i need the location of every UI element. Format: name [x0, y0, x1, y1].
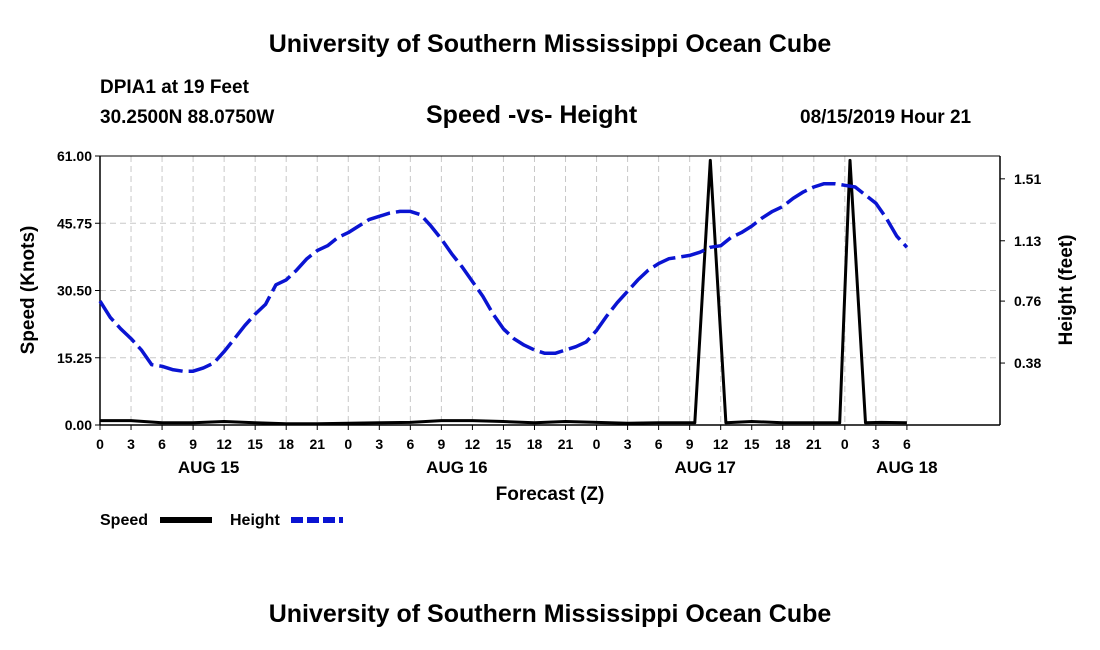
y-right-tick-label: 1.51: [1014, 171, 1041, 187]
x-tick-label: 18: [278, 436, 294, 452]
forecast-timestamp: 08/15/2019 Hour 21: [800, 107, 972, 128]
station-coordinates: 30.2500N 88.0750W: [100, 107, 275, 128]
x-tick-label: 21: [309, 436, 325, 452]
page-title: University of Southern Mississippi Ocean…: [268, 30, 832, 58]
x-tick-label: 12: [216, 436, 232, 452]
axes: [95, 155, 1005, 430]
y-left-tick-label: 0.00: [65, 417, 92, 433]
x-tick-label: 3: [872, 436, 880, 452]
series-line-speed: [100, 158, 907, 426]
x-tick-label: 0: [344, 436, 352, 452]
y-axis-right-title: Height (feet): [1056, 235, 1077, 346]
x-tick-label: 12: [713, 436, 729, 452]
station-label: DPIA1 at 19 Feet: [100, 77, 249, 98]
y-left-tick-label: 45.75: [57, 215, 92, 231]
x-tick-label: 6: [158, 436, 166, 452]
y-right-tick-label: 1.13: [1014, 233, 1041, 249]
y-axis-left-title: Speed (Knots): [18, 226, 39, 355]
x-tick-label: 12: [465, 436, 481, 452]
x-date-label: AUG 17: [674, 458, 735, 477]
x-tick-label: 9: [189, 436, 197, 452]
x-tick-label: 0: [96, 436, 104, 452]
legend-label-speed: Speed: [100, 512, 148, 529]
x-tick-label: 6: [903, 436, 911, 452]
y-left-tick-label: 30.50: [57, 283, 92, 299]
y-right-tick-label: 0.38: [1014, 355, 1041, 371]
x-tick-label: 21: [558, 436, 574, 452]
x-tick-label: 15: [496, 436, 512, 452]
footer-title: University of Southern Mississippi Ocean…: [268, 600, 832, 628]
x-tick-label: 9: [686, 436, 694, 452]
x-date-label: AUG 18: [876, 458, 937, 477]
y-left-tick-label: 61.00: [57, 148, 92, 164]
x-tick-label: 0: [593, 436, 601, 452]
series: [98, 158, 909, 426]
x-tick-label: 9: [437, 436, 445, 452]
chart-title: Speed -vs- Height: [426, 101, 638, 129]
tick-labels: 0.00 15.25 30.50 45.75 61.00 0.38 0.76 1.13 1.51…: [57, 148, 1042, 477]
legend-label-height: Height: [230, 512, 280, 529]
x-tick-label: 3: [624, 436, 632, 452]
x-tick-label: 18: [527, 436, 543, 452]
legend: Speed Height: [100, 512, 343, 529]
x-tick-label: 15: [247, 436, 263, 452]
x-date-label: AUG 15: [178, 458, 239, 477]
series-line-height: [98, 181, 909, 373]
x-tick-label: 3: [127, 436, 135, 452]
x-tick-label: 21: [806, 436, 822, 452]
x-tick-label: 3: [375, 436, 383, 452]
x-tick-label: 6: [655, 436, 663, 452]
x-date-label: AUG 16: [426, 458, 487, 477]
y-left-tick-label: 15.25: [57, 350, 92, 366]
x-tick-label: 0: [841, 436, 849, 452]
grid: [100, 155, 1000, 425]
x-tick-label: 6: [406, 436, 414, 452]
x-tick-label: 18: [775, 436, 791, 452]
x-axis-title: Forecast (Z): [496, 484, 605, 505]
y-right-tick-label: 0.76: [1014, 293, 1041, 309]
x-tick-label: 15: [744, 436, 760, 452]
